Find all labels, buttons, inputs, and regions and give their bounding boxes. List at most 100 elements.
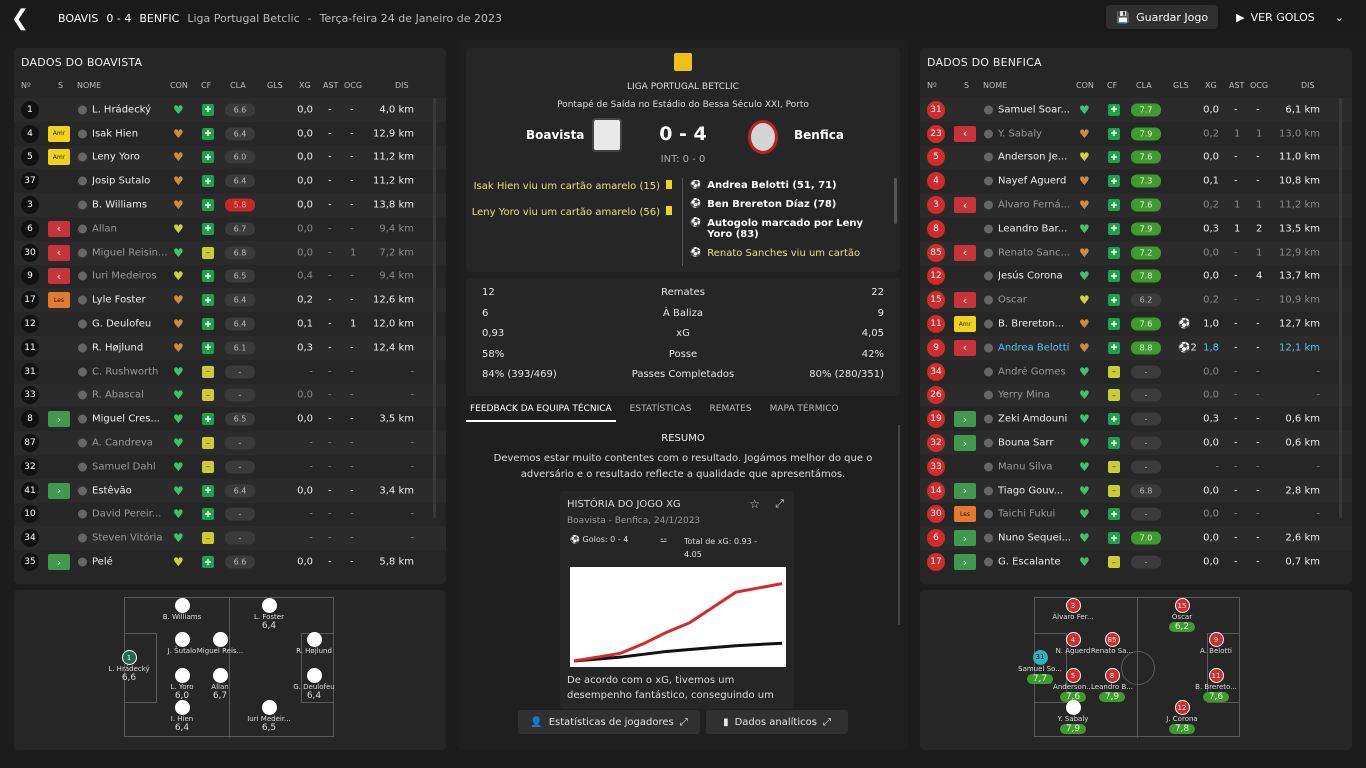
pitch-player[interactable]: 3 Álvaro Fer... — [1048, 598, 1098, 621]
pitch-player[interactable]: Iuri Medeir... 6,5 — [244, 700, 294, 733]
save-game-button[interactable]: 💾 Guardar Jogo — [1106, 5, 1219, 29]
player-name[interactable]: B. Brereton... — [998, 318, 1065, 330]
table-row[interactable]: 11 Amr B. Brereton... ♥ ✚ 7.6 ⚽ 1,0 - - 12,7 km — [920, 312, 1352, 336]
player-name[interactable]: Miguel Cres... — [92, 413, 160, 425]
pitch-player[interactable]: B. Williams — [157, 598, 207, 621]
player-name[interactable]: Yerry Mina — [998, 389, 1050, 401]
table-row[interactable]: 8 › Miguel Cres... ♥ ✚ 6.5 0,0 - - 3,5 km — [14, 407, 446, 431]
table-row[interactable]: 23 ‹ Y. Sabaly ♥ ✚ 7.9 0,2 1 1 13,0 km — [920, 122, 1352, 146]
events-scrollbar[interactable] — [894, 178, 897, 224]
table-row[interactable]: 26 Yerry Mina ♥ – -0,0- - - — [920, 383, 1352, 408]
player-name[interactable]: Samuel Dahl — [92, 461, 156, 473]
player-name[interactable]: Miguel Reisin... — [92, 247, 168, 259]
pitch-player[interactable]: 1 L. Hrádecký 6,6 — [104, 650, 154, 683]
pitch-player[interactable]: 5 Anderson... 7,6 — [1048, 668, 1098, 702]
expand-icon[interactable]: ⤢ — [775, 497, 784, 510]
player-name[interactable]: A. Candreva — [92, 437, 153, 449]
star-icon[interactable]: ☆ — [749, 497, 760, 511]
pitch-player[interactable]: I. Hien 6,4 — [157, 700, 207, 733]
player-name[interactable]: Taichi Fukui — [998, 508, 1056, 520]
table-row[interactable]: 31 Samuel Soar... ♥ ✚ 7.7 0,0 - - 6,1 km — [920, 98, 1352, 122]
table-row[interactable]: 4 Amr Isak Hien ♥ ✚ 6.4 0,0 - - 12,9 km — [14, 122, 446, 146]
pitch-player[interactable]: 9 A. Belotti — [1191, 632, 1241, 655]
table-row[interactable]: 14 › Tiago Gouv... ♥ –6.8 0,0 - - 2,8 km — [920, 478, 1352, 503]
table-row[interactable]: 19 › Zeki Amdouni ♥ ✚ -0,3- -0,6 km — [920, 407, 1352, 431]
player-name[interactable]: L. Hrádecký — [92, 104, 152, 116]
pitch-player[interactable]: 85 Renato Sa... — [1087, 632, 1137, 655]
player-name[interactable]: Álvaro Ferná... — [998, 199, 1071, 211]
table-row[interactable]: 33 Manu Silva ♥ – - - - - - — [920, 455, 1352, 479]
table-row[interactable]: 15 ‹ Óscar ♥ ✚ 6.2 0,2 - - 10,9 km — [920, 288, 1352, 313]
pitch-player[interactable]: G. Deulofeu 6,4 — [289, 668, 339, 701]
table-row[interactable]: 12 G. Deulofeu ♥ ✚ 6.4 0,1 - 1 12,0 km — [14, 312, 446, 336]
table-row[interactable]: 17 › G. Escalante ♥ – -0,0- -0,7 km — [920, 550, 1352, 574]
table-row[interactable]: 12 Jesús Corona ♥ ✚ 7.8 0,0 - 4 13,7 km — [920, 265, 1352, 289]
scrollbar[interactable] — [433, 98, 436, 518]
pitch-player[interactable]: 31 Samuel So... 7,7 — [1015, 650, 1065, 684]
player-name[interactable]: Óscar — [998, 294, 1027, 306]
pitch-player[interactable]: Y. Sabaly 7,9 — [1048, 700, 1098, 734]
scrollbar[interactable] — [1339, 98, 1342, 518]
table-row[interactable]: 30 ‹ Miguel Reisin... ♥ –6.8 0,0 - 1 7,2 km — [14, 240, 446, 265]
player-name[interactable]: Andrea Belotti — [998, 342, 1070, 354]
view-goals-button[interactable]: ▶ VER GOLOS ⌄ — [1236, 10, 1344, 24]
pitch-player[interactable]: L. Yoro 6,0 — [157, 668, 207, 701]
tab-0[interactable]: FEEDBACK DA EQUIPA TÉCNICA — [466, 402, 616, 422]
player-name[interactable]: Tiago Gouv... — [998, 485, 1064, 497]
player-name[interactable]: Anderson Je... — [998, 151, 1068, 163]
table-row[interactable]: 32 Samuel Dahl ♥ – - - - - - — [14, 455, 446, 479]
table-row[interactable]: 37 Josip Šutalo ♥ ✚ 6.4 0,0 - - 11,2 km — [14, 169, 446, 193]
player-name[interactable]: Josip Šutalo — [92, 175, 151, 187]
table-row[interactable]: 85 ‹ Renato Sanc... ♥ ✚ 7.2 0,0 - 1 12,9 km — [920, 240, 1352, 265]
table-row[interactable]: 34 André Gomes ♥ – -0,0- - - — [920, 360, 1352, 384]
player-name[interactable]: Leandro Bar... — [998, 223, 1068, 235]
table-row[interactable]: 5 Amr Leny Yoro ♥ ✚ 6.0 0,0 - - 11,2 km — [14, 145, 446, 170]
player-name[interactable]: Zeki Amdouni — [998, 413, 1068, 425]
table-row[interactable]: 6 ‹ Allan ♥ ✚ 6.7 0,0 - - 9,4 km — [14, 217, 446, 241]
player-name[interactable]: B. Williams — [92, 199, 148, 211]
pitch-player[interactable]: Miguel Reis... — [195, 632, 245, 655]
table-row[interactable]: 10 David Pereir... ♥ ✚ - - - - - — [14, 503, 446, 527]
player-name[interactable]: David Pereir... — [92, 508, 162, 520]
table-row[interactable]: 3 ‹ Álvaro Ferná... ♥ ✚ 7.6 0,2 1 1 11,2 km — [920, 193, 1352, 217]
table-row[interactable]: 35 › Pelé ♥ ✚ 6.6 0,0 - - 5,8 km — [14, 550, 446, 574]
player-name[interactable]: G. Deulofeu — [92, 318, 152, 330]
player-name[interactable]: Lyle Foster — [92, 294, 146, 306]
table-row[interactable]: 3 B. Williams ♥ ✚ 5.8 0,0 - - 13,8 km — [14, 193, 446, 217]
analytics-button[interactable]: ▮ Dados analíticos ⤢ — [706, 710, 848, 734]
player-name[interactable]: Isak Hien — [92, 128, 139, 140]
table-row[interactable]: 17 Les Lyle Foster ♥ ✚ 6.4 0,2 - - 12,6 km — [14, 288, 446, 313]
player-name[interactable]: Iuri Medeiros — [92, 270, 157, 282]
player-name[interactable]: Leny Yoro — [92, 151, 140, 163]
player-name[interactable]: Estêvão — [92, 485, 132, 497]
table-row[interactable]: 1 L. Hrádecký ♥ ✚ 6.6 0,0 - - 4,0 km — [14, 98, 446, 122]
back-button[interactable]: ❮ — [10, 5, 30, 31]
table-row[interactable]: 4 Nayef Aguerd ♥ ✚ 7.3 0,1 - - 10,8 km — [920, 169, 1352, 193]
table-row[interactable]: 6 › Nuno Sequei... ♥ ✚ 7.0 0,0 - - 2,6 km — [920, 526, 1352, 551]
pitch-player[interactable]: Allan 6,7 — [195, 668, 245, 701]
pitch-player[interactable]: 11 B. Brereto... 7,6 — [1191, 668, 1241, 702]
pitch-player[interactable]: J. Šutalo — [157, 632, 207, 655]
player-name[interactable]: Y. Sabaly — [998, 128, 1043, 140]
player-name[interactable]: R. Abascal — [92, 389, 144, 401]
player-name[interactable]: Manu Silva — [998, 461, 1053, 473]
table-row[interactable]: 33 R. Abascal ♥ – -0,0- - - — [14, 383, 446, 408]
pitch-player[interactable]: R. Højlund — [289, 632, 339, 655]
player-name[interactable]: Samuel Soar... — [998, 104, 1070, 116]
table-row[interactable]: 32 › Bouna Sarr ♥ ✚ -0,0- -0,6 km — [920, 431, 1352, 455]
player-name[interactable]: Nuno Sequei... — [998, 532, 1072, 544]
pitch-player[interactable]: 12 J. Corona 7,8 — [1157, 700, 1207, 734]
table-row[interactable]: 5 Anderson Je... ♥ ✚ 7.6 0,0 - - 11,0 km — [920, 145, 1352, 170]
table-row[interactable]: 8 Leandro Bar... ♥ ✚ 7.9 0,3 1 2 13,5 km — [920, 217, 1352, 241]
tab-2[interactable]: REMATES — [709, 404, 752, 414]
player-name[interactable]: R. Højlund — [92, 342, 144, 354]
table-row[interactable]: 11 R. Højlund ♥ ✚ 6.1 0,3 - - 12,4 km — [14, 335, 446, 360]
tab-1[interactable]: ESTATÍSTICAS — [629, 404, 692, 414]
player-name[interactable]: Jesús Corona — [998, 270, 1063, 282]
table-row[interactable]: 30 Les Taichi Fukui ♥ ✚ -0,0- - - — [920, 503, 1352, 527]
player-name[interactable]: G. Escalante — [998, 556, 1061, 568]
player-name[interactable]: Pelé — [92, 556, 113, 568]
pitch-player[interactable]: 8 Leandro B... 7,9 — [1087, 668, 1137, 702]
player-name[interactable]: Renato Sanc... — [998, 247, 1071, 259]
table-row[interactable]: 87 A. Candreva ♥ – - - - - - — [14, 431, 446, 455]
